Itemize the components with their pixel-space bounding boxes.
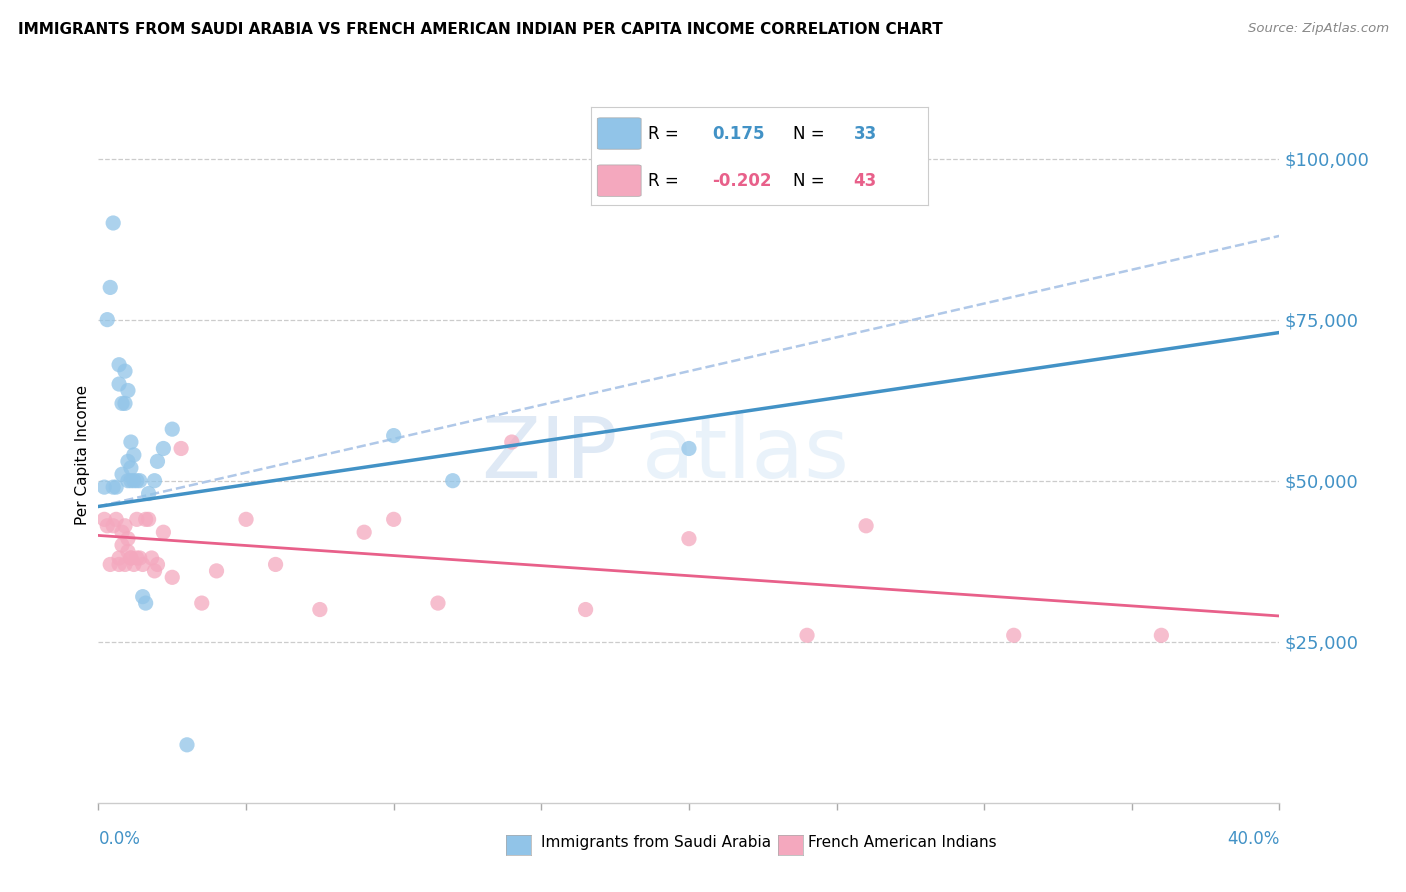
Point (143, 564, 166, 578)
FancyBboxPatch shape (598, 118, 641, 149)
Point (108, 377, 131, 392)
Point (117, 544, 139, 558)
Point (138, 512, 160, 526)
Point (93, 480, 115, 494)
Text: ZIP: ZIP (482, 413, 619, 497)
Text: N =: N = (793, 125, 830, 143)
Point (501, 435, 523, 450)
Point (205, 564, 228, 578)
Point (103, 216, 125, 230)
Text: 33: 33 (853, 125, 877, 143)
Text: atlas: atlas (641, 413, 849, 497)
Point (235, 512, 257, 526)
Point (117, 532, 139, 546)
Point (138, 486, 160, 500)
Point (128, 474, 150, 488)
Text: 0.0%: 0.0% (98, 830, 141, 847)
Point (108, 551, 131, 566)
Point (103, 518, 125, 533)
Text: -0.202: -0.202 (711, 171, 772, 190)
Point (176, 738, 198, 752)
Point (427, 596, 450, 610)
Point (146, 454, 169, 468)
Point (96, 518, 118, 533)
Point (146, 558, 169, 572)
Point (120, 551, 142, 566)
Point (125, 474, 148, 488)
Point (122, 474, 145, 488)
Point (170, 442, 193, 456)
Point (122, 448, 145, 462)
Point (114, 364, 136, 378)
Point (135, 512, 157, 526)
Point (135, 596, 157, 610)
Point (382, 428, 405, 442)
Point (152, 525, 174, 540)
Point (796, 628, 818, 642)
Point (122, 558, 145, 572)
Point (382, 512, 405, 526)
Point (111, 467, 134, 482)
Point (120, 474, 142, 488)
Text: 0.175: 0.175 (711, 125, 765, 143)
Point (132, 590, 155, 604)
Point (353, 525, 375, 540)
Text: R =: R = (648, 171, 683, 190)
Y-axis label: Per Capita Income: Per Capita Income (75, 384, 90, 525)
Point (105, 480, 128, 494)
Point (111, 538, 134, 552)
Point (98, 280, 121, 294)
Point (93, 512, 115, 526)
Point (117, 384, 139, 398)
Point (574, 602, 596, 616)
Text: Immigrants from Saudi Arabia: Immigrants from Saudi Arabia (541, 836, 772, 850)
Point (111, 396, 134, 410)
Point (678, 442, 700, 456)
Point (1150, 628, 1173, 642)
Text: R =: R = (648, 125, 683, 143)
Point (162, 422, 183, 436)
Point (152, 442, 174, 456)
Point (117, 474, 139, 488)
Point (125, 512, 148, 526)
Point (108, 558, 131, 572)
Point (114, 396, 136, 410)
Point (1002, 628, 1025, 642)
Point (114, 518, 136, 533)
Point (117, 454, 139, 468)
Point (114, 558, 136, 572)
Point (132, 558, 155, 572)
Point (162, 570, 183, 584)
Point (125, 551, 148, 566)
Point (264, 558, 287, 572)
Point (120, 435, 142, 450)
Text: French American Indians: French American Indians (808, 836, 997, 850)
Text: Source: ZipAtlas.com: Source: ZipAtlas.com (1249, 22, 1389, 36)
Point (120, 460, 142, 475)
Point (103, 480, 125, 494)
Point (111, 525, 134, 540)
Point (120, 551, 142, 566)
Point (855, 518, 877, 533)
Point (678, 532, 700, 546)
Point (141, 551, 163, 566)
Point (108, 358, 131, 372)
Point (441, 474, 464, 488)
Point (143, 474, 166, 488)
Point (309, 602, 332, 616)
Point (96, 312, 118, 326)
Text: N =: N = (793, 171, 830, 190)
Text: 43: 43 (853, 171, 877, 190)
Text: IMMIGRANTS FROM SAUDI ARABIA VS FRENCH AMERICAN INDIAN PER CAPITA INCOME CORRELA: IMMIGRANTS FROM SAUDI ARABIA VS FRENCH A… (18, 22, 943, 37)
Point (191, 596, 214, 610)
FancyBboxPatch shape (598, 165, 641, 196)
Point (128, 551, 150, 566)
Point (98, 558, 121, 572)
Point (105, 512, 128, 526)
Text: 40.0%: 40.0% (1227, 830, 1279, 847)
